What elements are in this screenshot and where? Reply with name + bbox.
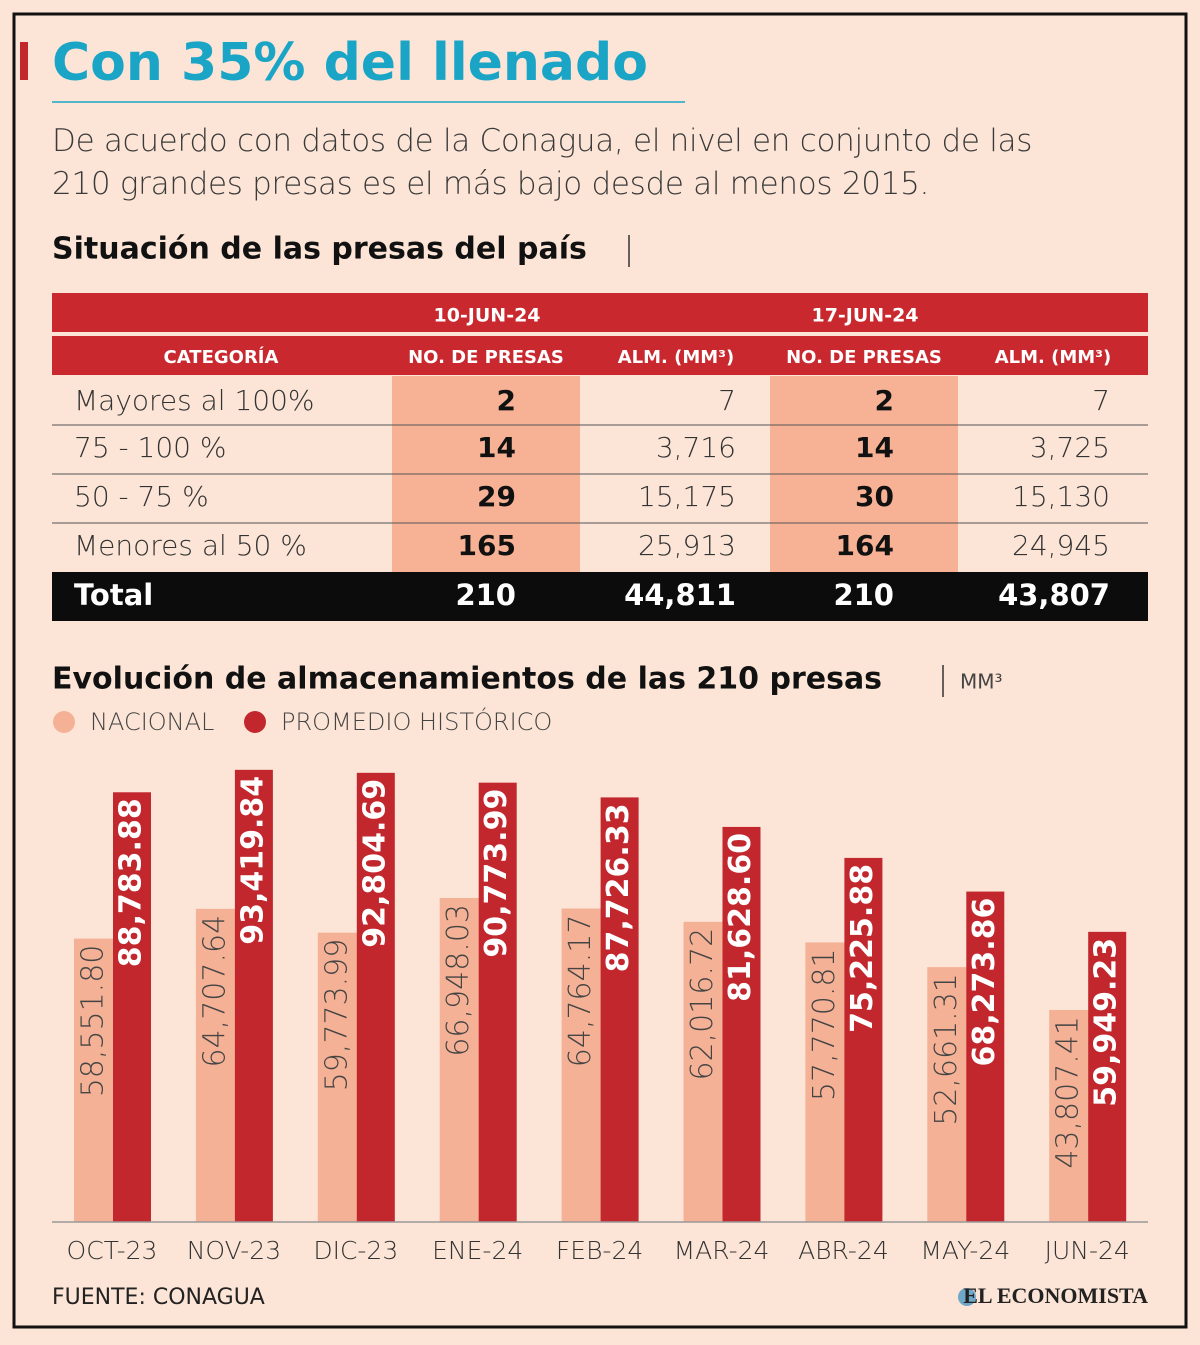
value-label: 88,783.88 (114, 798, 149, 967)
total-label: Total (74, 578, 153, 612)
total-cell: 210 (833, 578, 894, 612)
source: FUENTE: CONAGUA (52, 1285, 265, 1310)
bar (844, 857, 883, 1222)
value-label: 57,770.81 (807, 948, 842, 1101)
bar (356, 772, 395, 1222)
table-cell: 3,716 (656, 431, 736, 464)
table-cell: 2 (875, 384, 894, 417)
date-header: 10-JUN-24 (433, 305, 540, 327)
table-cell: 15,130 (1012, 480, 1110, 513)
bar (966, 891, 1005, 1222)
bar (113, 792, 151, 1222)
x-tick-label: FEB-24 (556, 1236, 643, 1265)
value-label: 43,807.41 (1051, 1016, 1086, 1169)
row-label: 50 - 75 % (74, 480, 209, 513)
value-label: 64,707.64 (197, 915, 232, 1068)
value-label: 64,764.17 (563, 915, 598, 1068)
row-label: Menores al 50 % (74, 529, 307, 562)
table-cell: 29 (477, 480, 516, 513)
table-cell: 2 (497, 384, 516, 417)
date-header: 17-JUN-24 (811, 305, 918, 327)
table-title: Situación de las presas del país (52, 232, 587, 267)
total-cell: 43,807 (998, 578, 1110, 612)
x-tick-label: DIC-23 (313, 1236, 398, 1265)
x-tick-label: MAY-24 (920, 1236, 1010, 1265)
total-row (52, 572, 1148, 621)
bar (927, 967, 968, 1222)
column-header: NO. DE PRESAS (786, 347, 942, 368)
subtitle: De acuerdo con datos de la Conagua, el n… (52, 123, 1033, 202)
brand-logo (958, 1288, 976, 1306)
table-header-band (52, 293, 1148, 332)
value-label: 75,225.88 (845, 864, 880, 1033)
row-label: 75 - 100 % (74, 431, 226, 464)
frame (12, 12, 1188, 1329)
value-label: 93,419.84 (235, 776, 270, 945)
column-header: CATEGORÍA (164, 346, 279, 368)
table-cell: 14 (477, 431, 516, 464)
row-label: Mayores al 100% (74, 384, 315, 417)
x-tick-label: ENE-24 (432, 1236, 523, 1265)
bar (561, 908, 602, 1222)
value-label: 58,551.80 (76, 945, 111, 1098)
title: Con 35% del llenado (52, 33, 648, 93)
value-label: 52,661.31 (929, 973, 964, 1126)
table-cell: 7 (1092, 384, 1110, 417)
x-tick-label: OCT-23 (67, 1236, 158, 1265)
bar (683, 921, 724, 1222)
bar (1088, 931, 1127, 1222)
column-header: ALM. (MM³) (995, 347, 1112, 368)
bar (234, 769, 273, 1222)
chart-title: Evolución de almacenamientos de las 210 … (52, 662, 882, 697)
table-cell: 14 (855, 431, 894, 464)
table-cell: 15,175 (638, 480, 736, 513)
total-cell: 44,811 (624, 578, 736, 612)
table-cell: 7 (718, 384, 736, 417)
table-header-band (52, 336, 1148, 375)
value-label: 59,773.99 (319, 939, 354, 1092)
bar (600, 797, 639, 1222)
bar (317, 932, 358, 1222)
bar (195, 908, 236, 1222)
legend-marker (53, 711, 75, 733)
value-label: 92,804.69 (357, 779, 392, 948)
legend-label: NACIONAL (90, 708, 214, 736)
table-cell: 24,945 (1012, 529, 1110, 562)
bar (722, 826, 761, 1222)
x-tick-label: JUN-24 (1045, 1236, 1130, 1265)
bar (1049, 1009, 1090, 1222)
bar (478, 782, 517, 1222)
value-label: 62,016.72 (685, 928, 720, 1081)
table-cell: 30 (855, 480, 894, 513)
bar (74, 938, 114, 1222)
chart-unit: MM³ (960, 670, 1003, 694)
value-label: 59,949.23 (1089, 938, 1124, 1107)
value-label: 90,773.99 (479, 789, 514, 958)
column-header: ALM. (MM³) (618, 347, 735, 368)
bar (439, 897, 480, 1222)
table-cell: 165 (458, 529, 516, 562)
value-label: 81,628.60 (723, 833, 758, 1002)
title-marker (20, 42, 28, 80)
x-tick-label: ABR-24 (798, 1236, 889, 1265)
table-cell: 3,725 (1030, 431, 1110, 464)
value-label: 66,948.03 (441, 904, 476, 1057)
bar (805, 942, 846, 1222)
total-cell: 210 (455, 578, 516, 612)
value-label: 68,273.86 (967, 898, 1002, 1067)
x-tick-label: NOV-23 (187, 1236, 281, 1265)
legend-marker (244, 711, 266, 733)
brand: EL ECONOMISTA (963, 1283, 1148, 1308)
x-tick-label: MAR-24 (674, 1236, 770, 1265)
value-label: 87,726.33 (601, 803, 636, 972)
legend-label: PROMEDIO HISTÓRICO (281, 706, 552, 736)
table-cell: 25,913 (638, 529, 736, 562)
column-header: NO. DE PRESAS (408, 347, 564, 368)
table-cell: 164 (836, 529, 894, 562)
